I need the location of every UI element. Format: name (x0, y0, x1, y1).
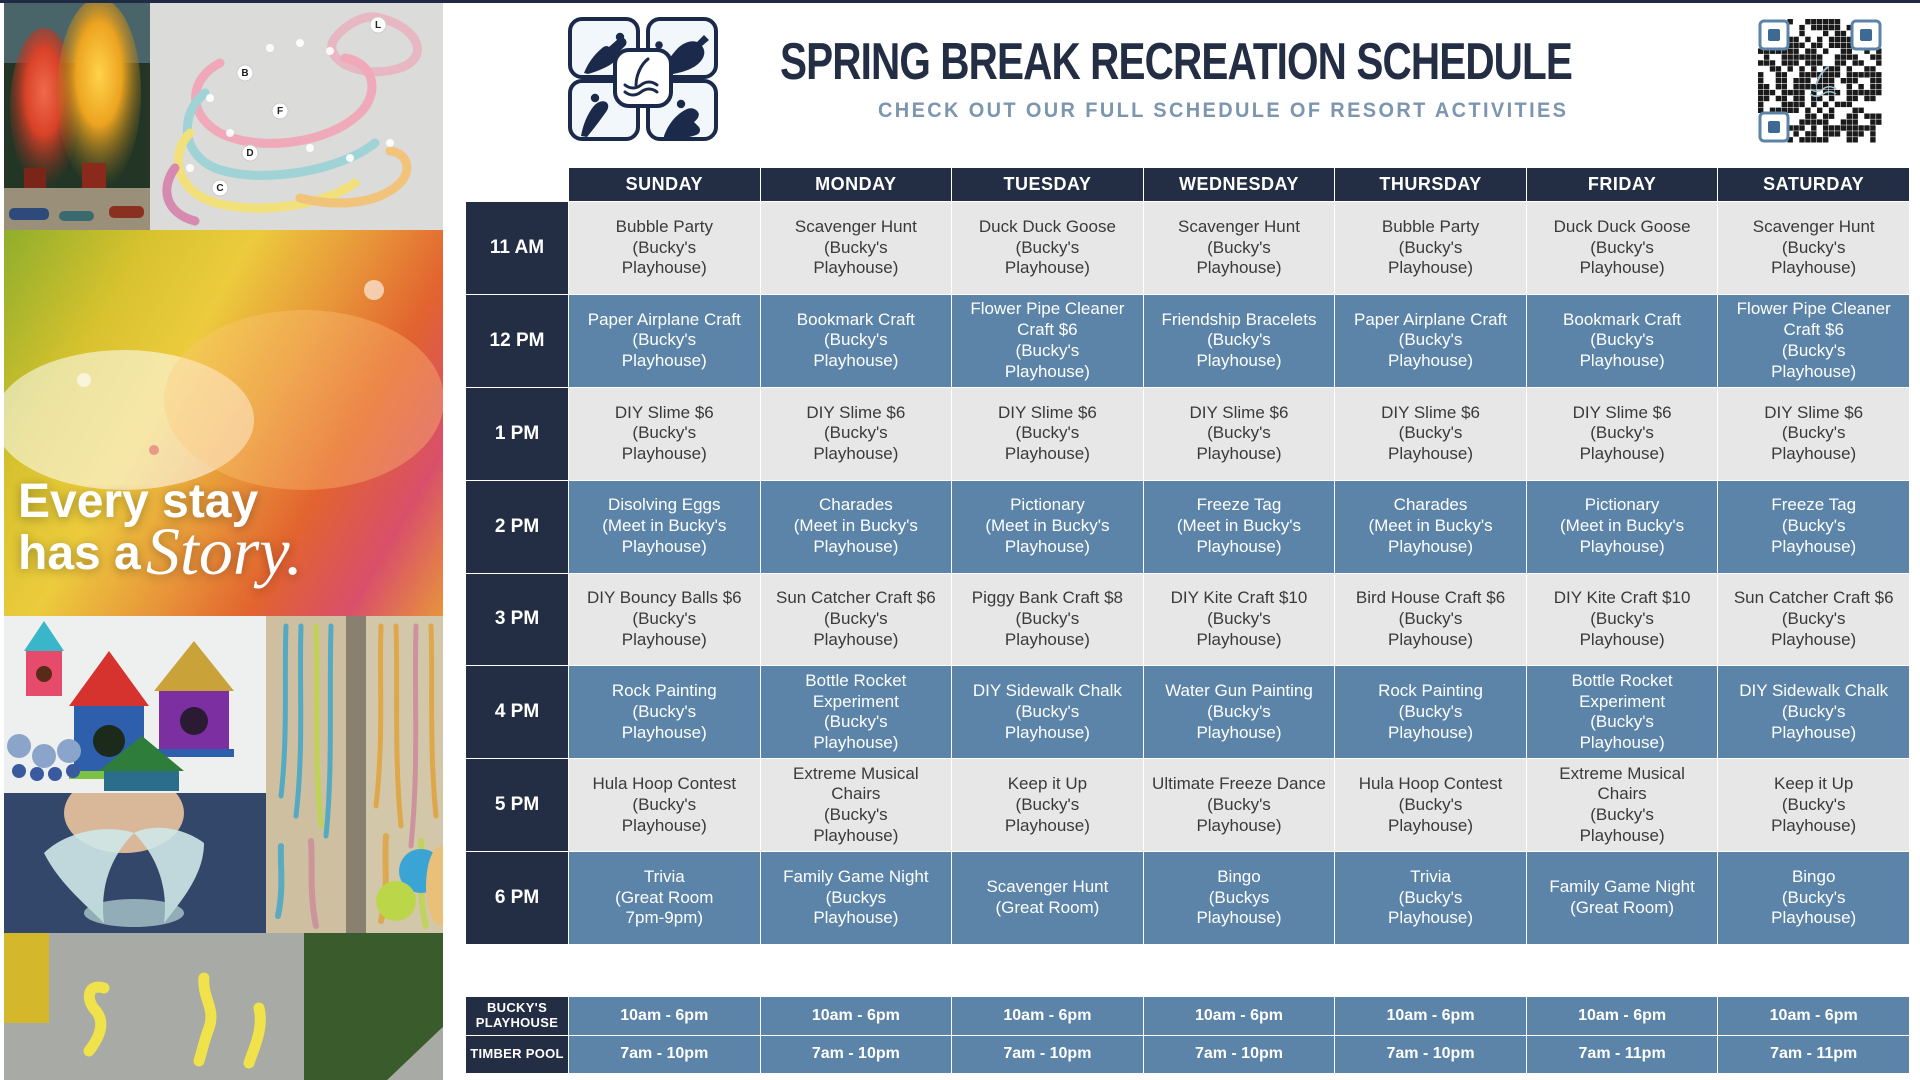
svg-text:C: C (216, 183, 223, 194)
svg-text:B: B (241, 68, 248, 79)
svg-text:F: F (277, 106, 283, 117)
svg-text:L: L (375, 20, 381, 31)
svg-text:D: D (246, 148, 253, 159)
